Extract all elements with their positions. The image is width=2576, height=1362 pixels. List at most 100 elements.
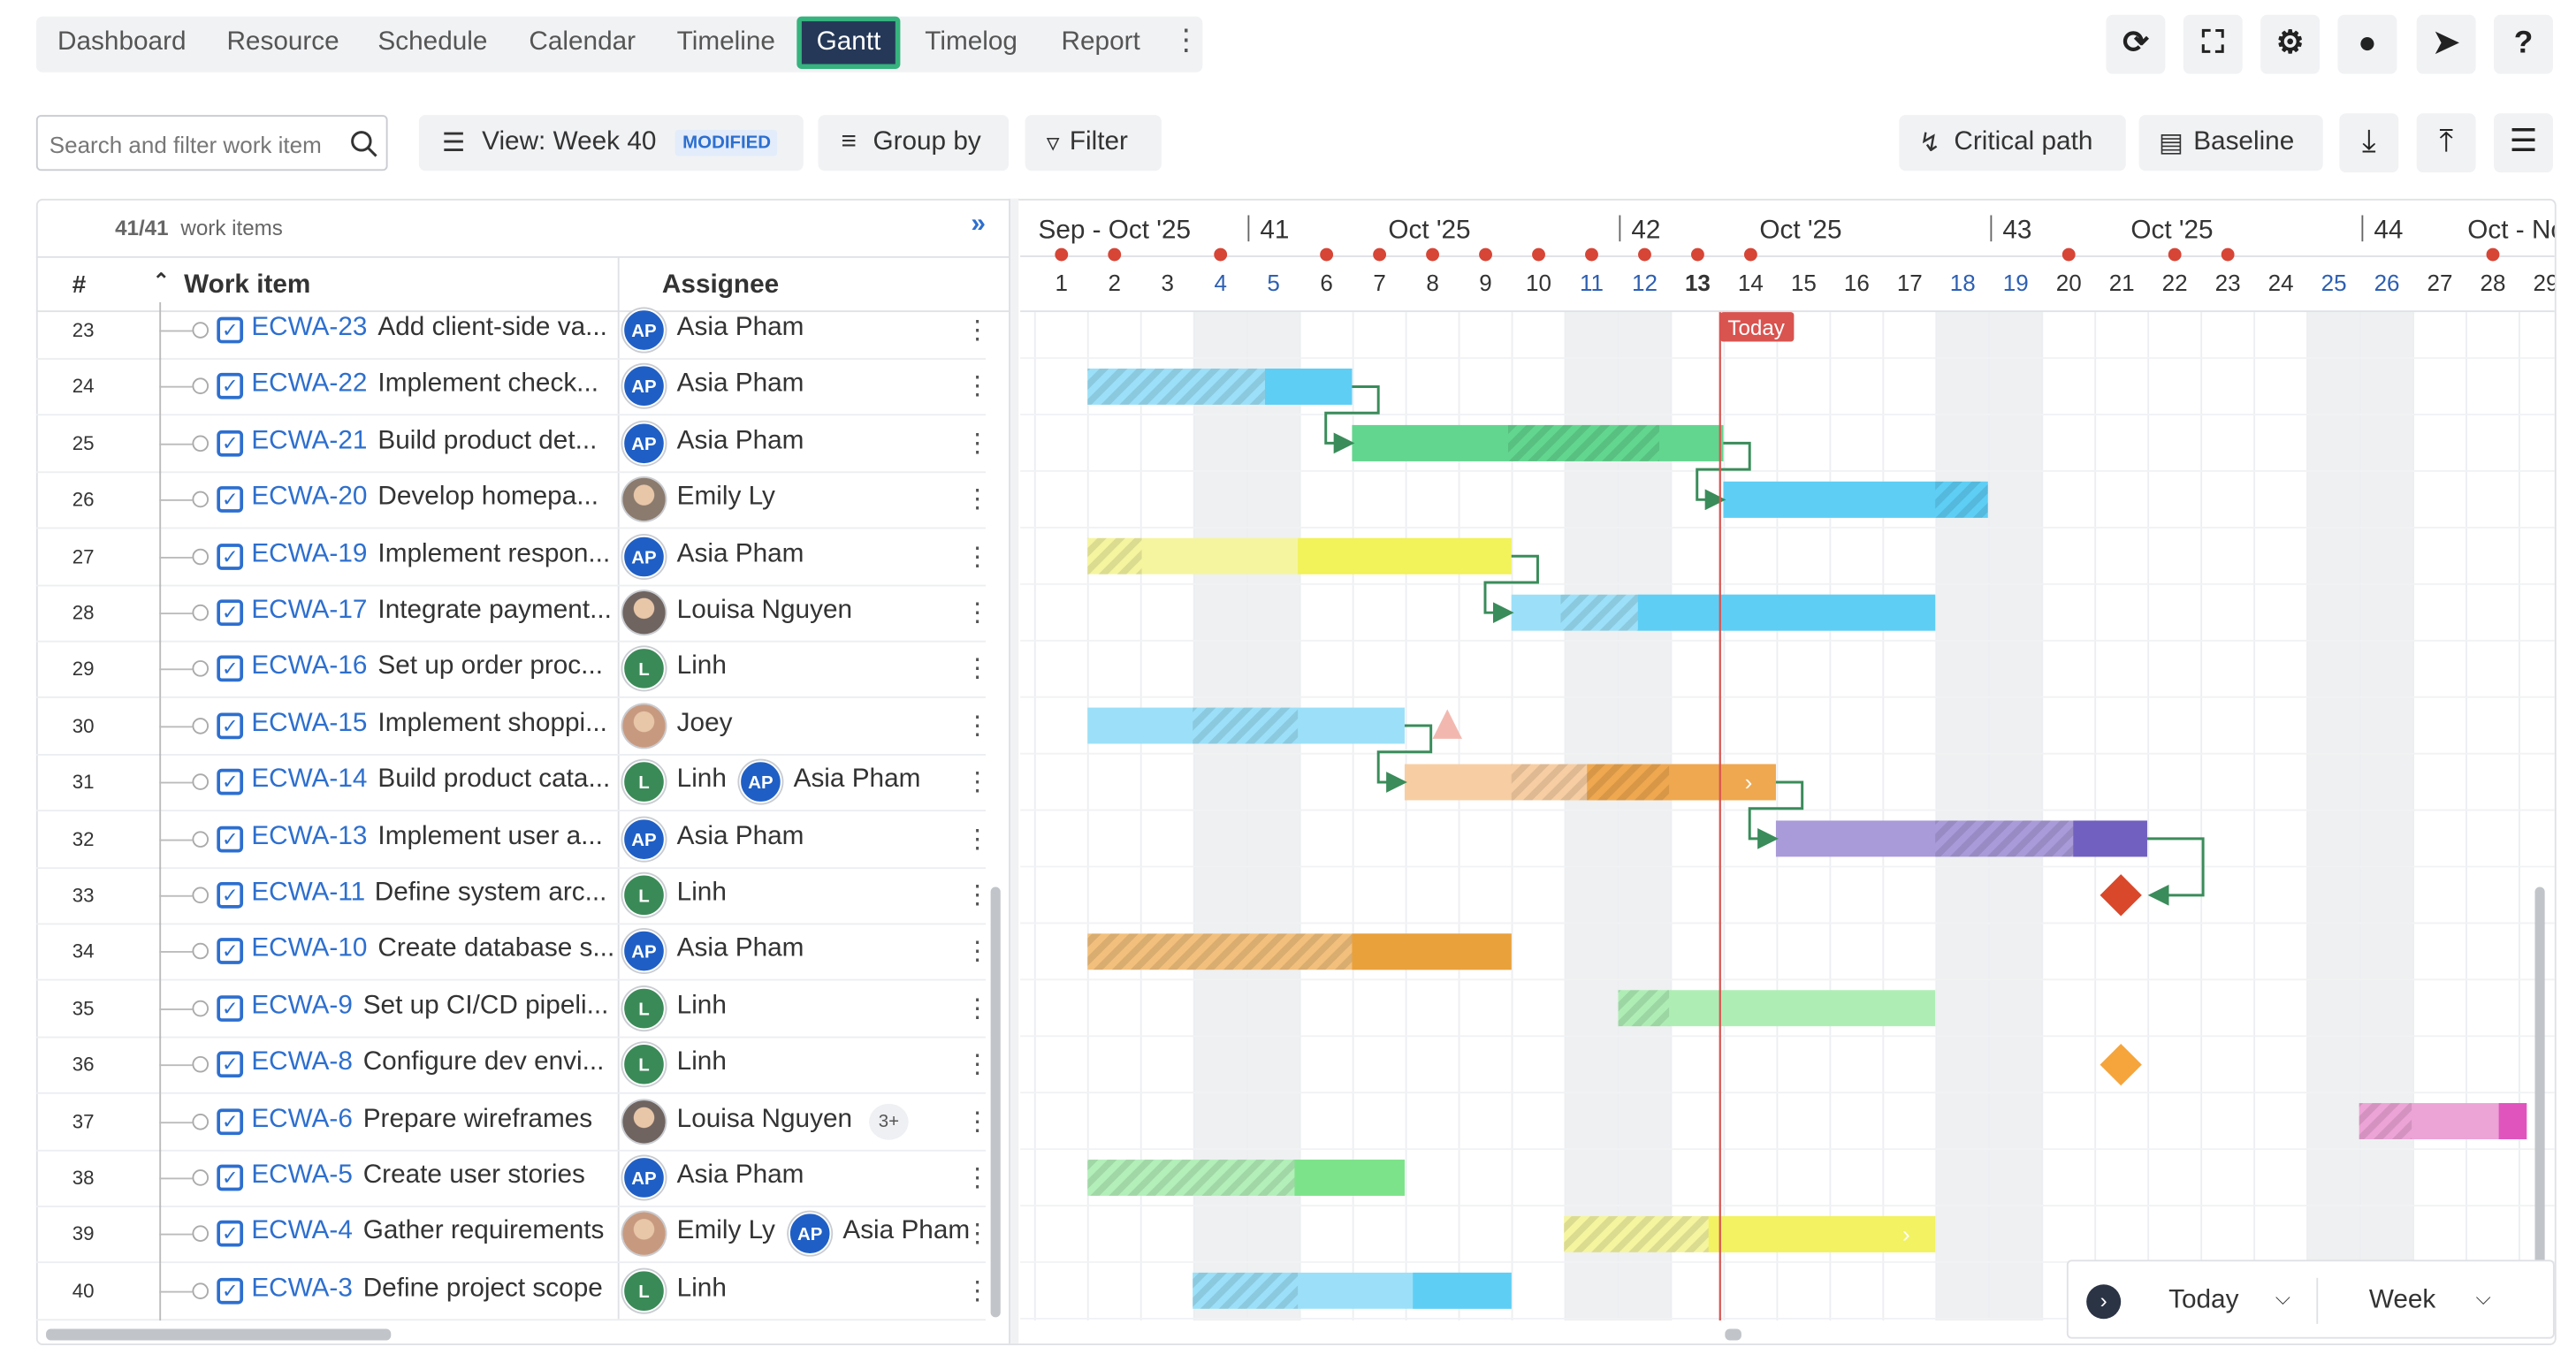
row-menu[interactable]: ⋮ [964, 1107, 991, 1137]
filter-button[interactable]: ▿ Filter [1025, 115, 1162, 171]
toolbar-icon[interactable]: ☰ [2494, 113, 2553, 173]
work-item-key[interactable]: ECWA-10 [251, 935, 368, 963]
toolbar-icon[interactable]: ⟳ [2106, 14, 2166, 74]
task-icon: ✓ [217, 994, 244, 1022]
critical-path-button[interactable]: ↯ Critical path [1899, 115, 2126, 171]
work-item-key[interactable]: ECWA-8 [251, 1048, 353, 1077]
day-label: 24 [2268, 270, 2294, 296]
nav-tab[interactable]: Resource [226, 27, 339, 57]
work-item-key[interactable]: ECWA-17 [251, 596, 368, 625]
toolbar-icon[interactable]: ● [2337, 14, 2397, 74]
day-label: 28 [2481, 270, 2506, 296]
work-item-key[interactable]: ECWA-23 [251, 313, 368, 342]
more-tabs[interactable]: ⋮ [1171, 23, 1201, 57]
assignee-name: Asia Pham [842, 1217, 971, 1246]
task-bar-hatch [1935, 820, 2074, 857]
row-menu[interactable]: ⋮ [964, 1221, 991, 1250]
row-menu[interactable]: ⋮ [964, 826, 991, 854]
nav-tab[interactable]: Gantt [796, 16, 901, 70]
row-menu[interactable]: ⋮ [964, 1051, 991, 1080]
row-number: 40 [72, 1279, 95, 1303]
work-item-key[interactable]: ECWA-13 [251, 822, 368, 850]
row-menu[interactable]: ⋮ [964, 543, 991, 571]
work-item-title: Gather requirements [362, 1217, 605, 1246]
row-menu[interactable]: ⋮ [964, 373, 991, 402]
avatar: AP [622, 930, 666, 973]
task-icon: ✓ [217, 1221, 244, 1248]
row-menu[interactable]: ⋮ [964, 1277, 991, 1306]
critical-path-label: Critical path [1954, 127, 2093, 156]
row-menu[interactable]: ⋮ [964, 881, 991, 910]
group-by-button[interactable]: ≡ Group by [818, 115, 1010, 171]
tree-line [159, 697, 162, 756]
tree-node [192, 1000, 210, 1016]
work-item-key[interactable]: ECWA-4 [251, 1217, 353, 1246]
search-box[interactable]: Search and filter work item [35, 115, 388, 171]
work-item-key[interactable]: ECWA-14 [251, 765, 368, 794]
tree-node [192, 491, 210, 508]
baseline-button[interactable]: ▤ Baseline [2138, 115, 2323, 171]
nav-tab[interactable]: Timeline [676, 27, 775, 57]
row-menu[interactable]: ⋮ [964, 938, 991, 967]
work-item-key[interactable]: ECWA-5 [251, 1160, 353, 1190]
bar-chevron: › [1745, 769, 1753, 795]
collapse-button[interactable]: » [971, 209, 986, 239]
work-item-title: Configure dev envi... [362, 1048, 605, 1077]
nav-tab[interactable]: Timelog [925, 27, 1017, 57]
row-menu[interactable]: ⋮ [964, 712, 991, 741]
tree-node [192, 660, 210, 678]
month-label: Oct '25 [1388, 215, 1470, 244]
work-item-key[interactable]: ECWA-9 [251, 992, 353, 1020]
work-item-key[interactable]: ECWA-21 [251, 426, 368, 455]
work-item-key[interactable]: ECWA-16 [251, 652, 368, 681]
row-menu[interactable]: ⋮ [964, 1164, 991, 1193]
tree-line [159, 443, 193, 445]
row-number: 24 [72, 375, 95, 399]
tree-line [159, 1149, 162, 1207]
work-item-key[interactable]: ECWA-19 [251, 539, 368, 568]
day-label: 2 [1109, 270, 1121, 296]
today-select[interactable]: Today [2168, 1286, 2239, 1314]
scroll-to-button[interactable]: › [2086, 1284, 2122, 1320]
avatar: L [622, 986, 666, 1030]
work-item-key[interactable]: ECWA-15 [251, 709, 368, 738]
toolbar-icon[interactable]: ➤ [2416, 14, 2476, 74]
toolbar-icon[interactable]: ? [2494, 14, 2553, 74]
work-item-key[interactable]: ECWA-20 [251, 483, 368, 512]
task-bar-hatch [1564, 1215, 1709, 1252]
assignee-name: Asia Pham [676, 369, 804, 399]
toolbar-icon[interactable]: ⚙ [2260, 14, 2321, 74]
work-item-key[interactable]: ECWA-11 [251, 879, 366, 907]
row-menu[interactable]: ⋮ [964, 994, 991, 1023]
tree-node [192, 1226, 210, 1243]
toolbar-icon[interactable]: ⛶ [2183, 14, 2243, 74]
week-label: 41 [1260, 215, 1289, 244]
tree-line [159, 1262, 162, 1320]
tree-line [159, 1121, 193, 1123]
event-dot [1743, 247, 1757, 262]
nav-tab[interactable]: Report [1061, 27, 1140, 57]
work-item-key[interactable]: ECWA-22 [251, 369, 368, 399]
task-bar-hatch [1508, 424, 1659, 461]
nav-tab[interactable]: Dashboard [57, 27, 187, 57]
scale-select[interactable]: Week [2368, 1286, 2436, 1314]
week-label: 42 [1631, 215, 1660, 244]
row-menu[interactable]: ⋮ [964, 656, 991, 684]
task-bar-progress [1413, 1272, 1512, 1309]
work-item-key[interactable]: ECWA-3 [251, 1274, 353, 1303]
row-menu[interactable]: ⋮ [964, 486, 991, 515]
day-label: 18 [1950, 270, 1976, 296]
toolbar-icon[interactable]: ⤓ [2339, 113, 2399, 173]
nav-tab[interactable]: Calendar [529, 27, 636, 57]
row-menu[interactable]: ⋮ [964, 599, 991, 628]
tree-node [192, 378, 210, 395]
row-menu[interactable]: ⋮ [964, 769, 991, 797]
row-menu[interactable]: ⋮ [964, 430, 991, 459]
work-item-key[interactable]: ECWA-6 [251, 1104, 353, 1133]
row-menu[interactable]: ⋮ [964, 316, 991, 346]
bar-chevron: › [1902, 1221, 1910, 1248]
toolbar-icon[interactable]: ⤒ [2416, 113, 2476, 173]
nav-tab[interactable]: Schedule [377, 27, 488, 57]
view-button[interactable]: ☰ View: Week 40 MODIFIED [418, 115, 804, 171]
event-dot [2221, 247, 2235, 262]
